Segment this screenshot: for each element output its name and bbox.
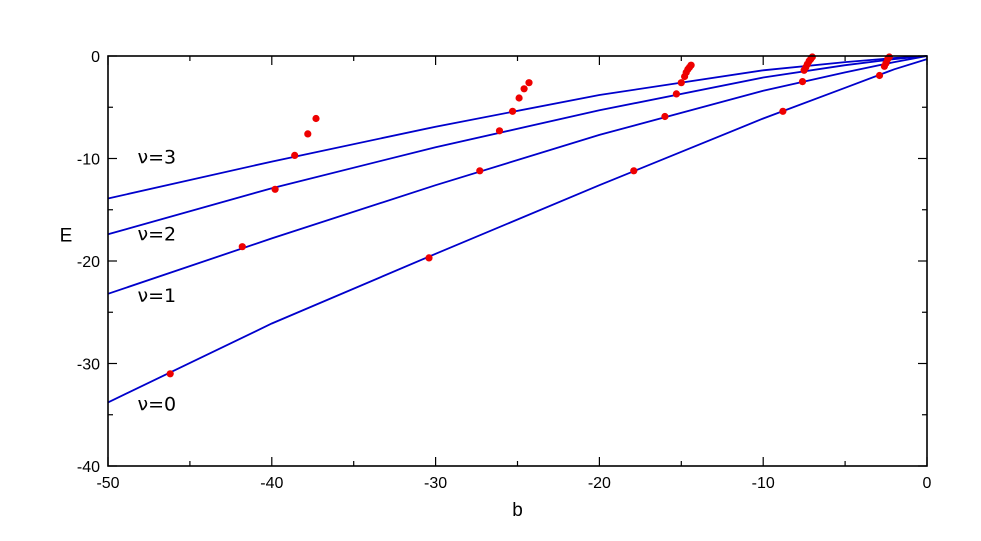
data-point <box>798 78 807 86</box>
y-tick-label: -30 <box>77 357 100 374</box>
labels-layer: ν=3 ν=2 ν=1 ν=0 <box>137 147 176 416</box>
x-tick-label: -40 <box>260 475 283 492</box>
series-label: ν=2 <box>137 224 176 246</box>
series-line-nu-0 <box>107 58 928 404</box>
data-point <box>885 53 893 61</box>
series-line-nu-1 <box>107 55 928 295</box>
x-tick-label: -10 <box>752 475 775 492</box>
data-point <box>238 243 246 251</box>
series-label: ν=0 <box>137 394 176 416</box>
data-point <box>425 254 433 262</box>
data-point <box>661 112 669 121</box>
data-point <box>476 167 484 175</box>
data-point <box>508 107 517 115</box>
data-point <box>808 53 816 61</box>
curves-layer <box>107 55 928 404</box>
series-label: ν=3 <box>137 147 176 169</box>
data-point <box>271 185 279 193</box>
data-point <box>312 114 320 123</box>
x-tick-label: -20 <box>588 475 611 492</box>
data-point <box>520 85 528 93</box>
data-point <box>779 107 787 115</box>
y-tick-label: -40 <box>77 459 100 476</box>
data-point <box>525 79 533 87</box>
data-point <box>304 130 312 138</box>
x-axis-label: b <box>512 500 523 521</box>
ticks-layer: -50 -40 -30 -20 -10 00-10-20-30-40 <box>77 49 932 492</box>
y-axis-label: E <box>60 225 73 246</box>
data-point <box>291 151 299 159</box>
plot-frame <box>107 55 928 467</box>
x-tick-label: -50 <box>96 475 119 492</box>
series-label: ν=1 <box>137 285 176 307</box>
y-tick-label: -20 <box>77 254 100 271</box>
data-point <box>166 370 174 378</box>
data-point <box>687 61 695 69</box>
data-point <box>515 94 523 102</box>
data-point <box>875 71 884 80</box>
series-line-nu-3 <box>107 55 928 200</box>
data-point <box>677 79 685 87</box>
y-tick-label: 0 <box>91 49 100 66</box>
data-point <box>630 167 638 175</box>
x-tick-label: -30 <box>424 475 447 492</box>
data-point <box>495 127 504 135</box>
markers-layer <box>166 53 893 378</box>
y-tick-label: -10 <box>77 152 100 169</box>
x-tick-label: 0 <box>923 475 932 492</box>
data-point <box>672 90 681 98</box>
